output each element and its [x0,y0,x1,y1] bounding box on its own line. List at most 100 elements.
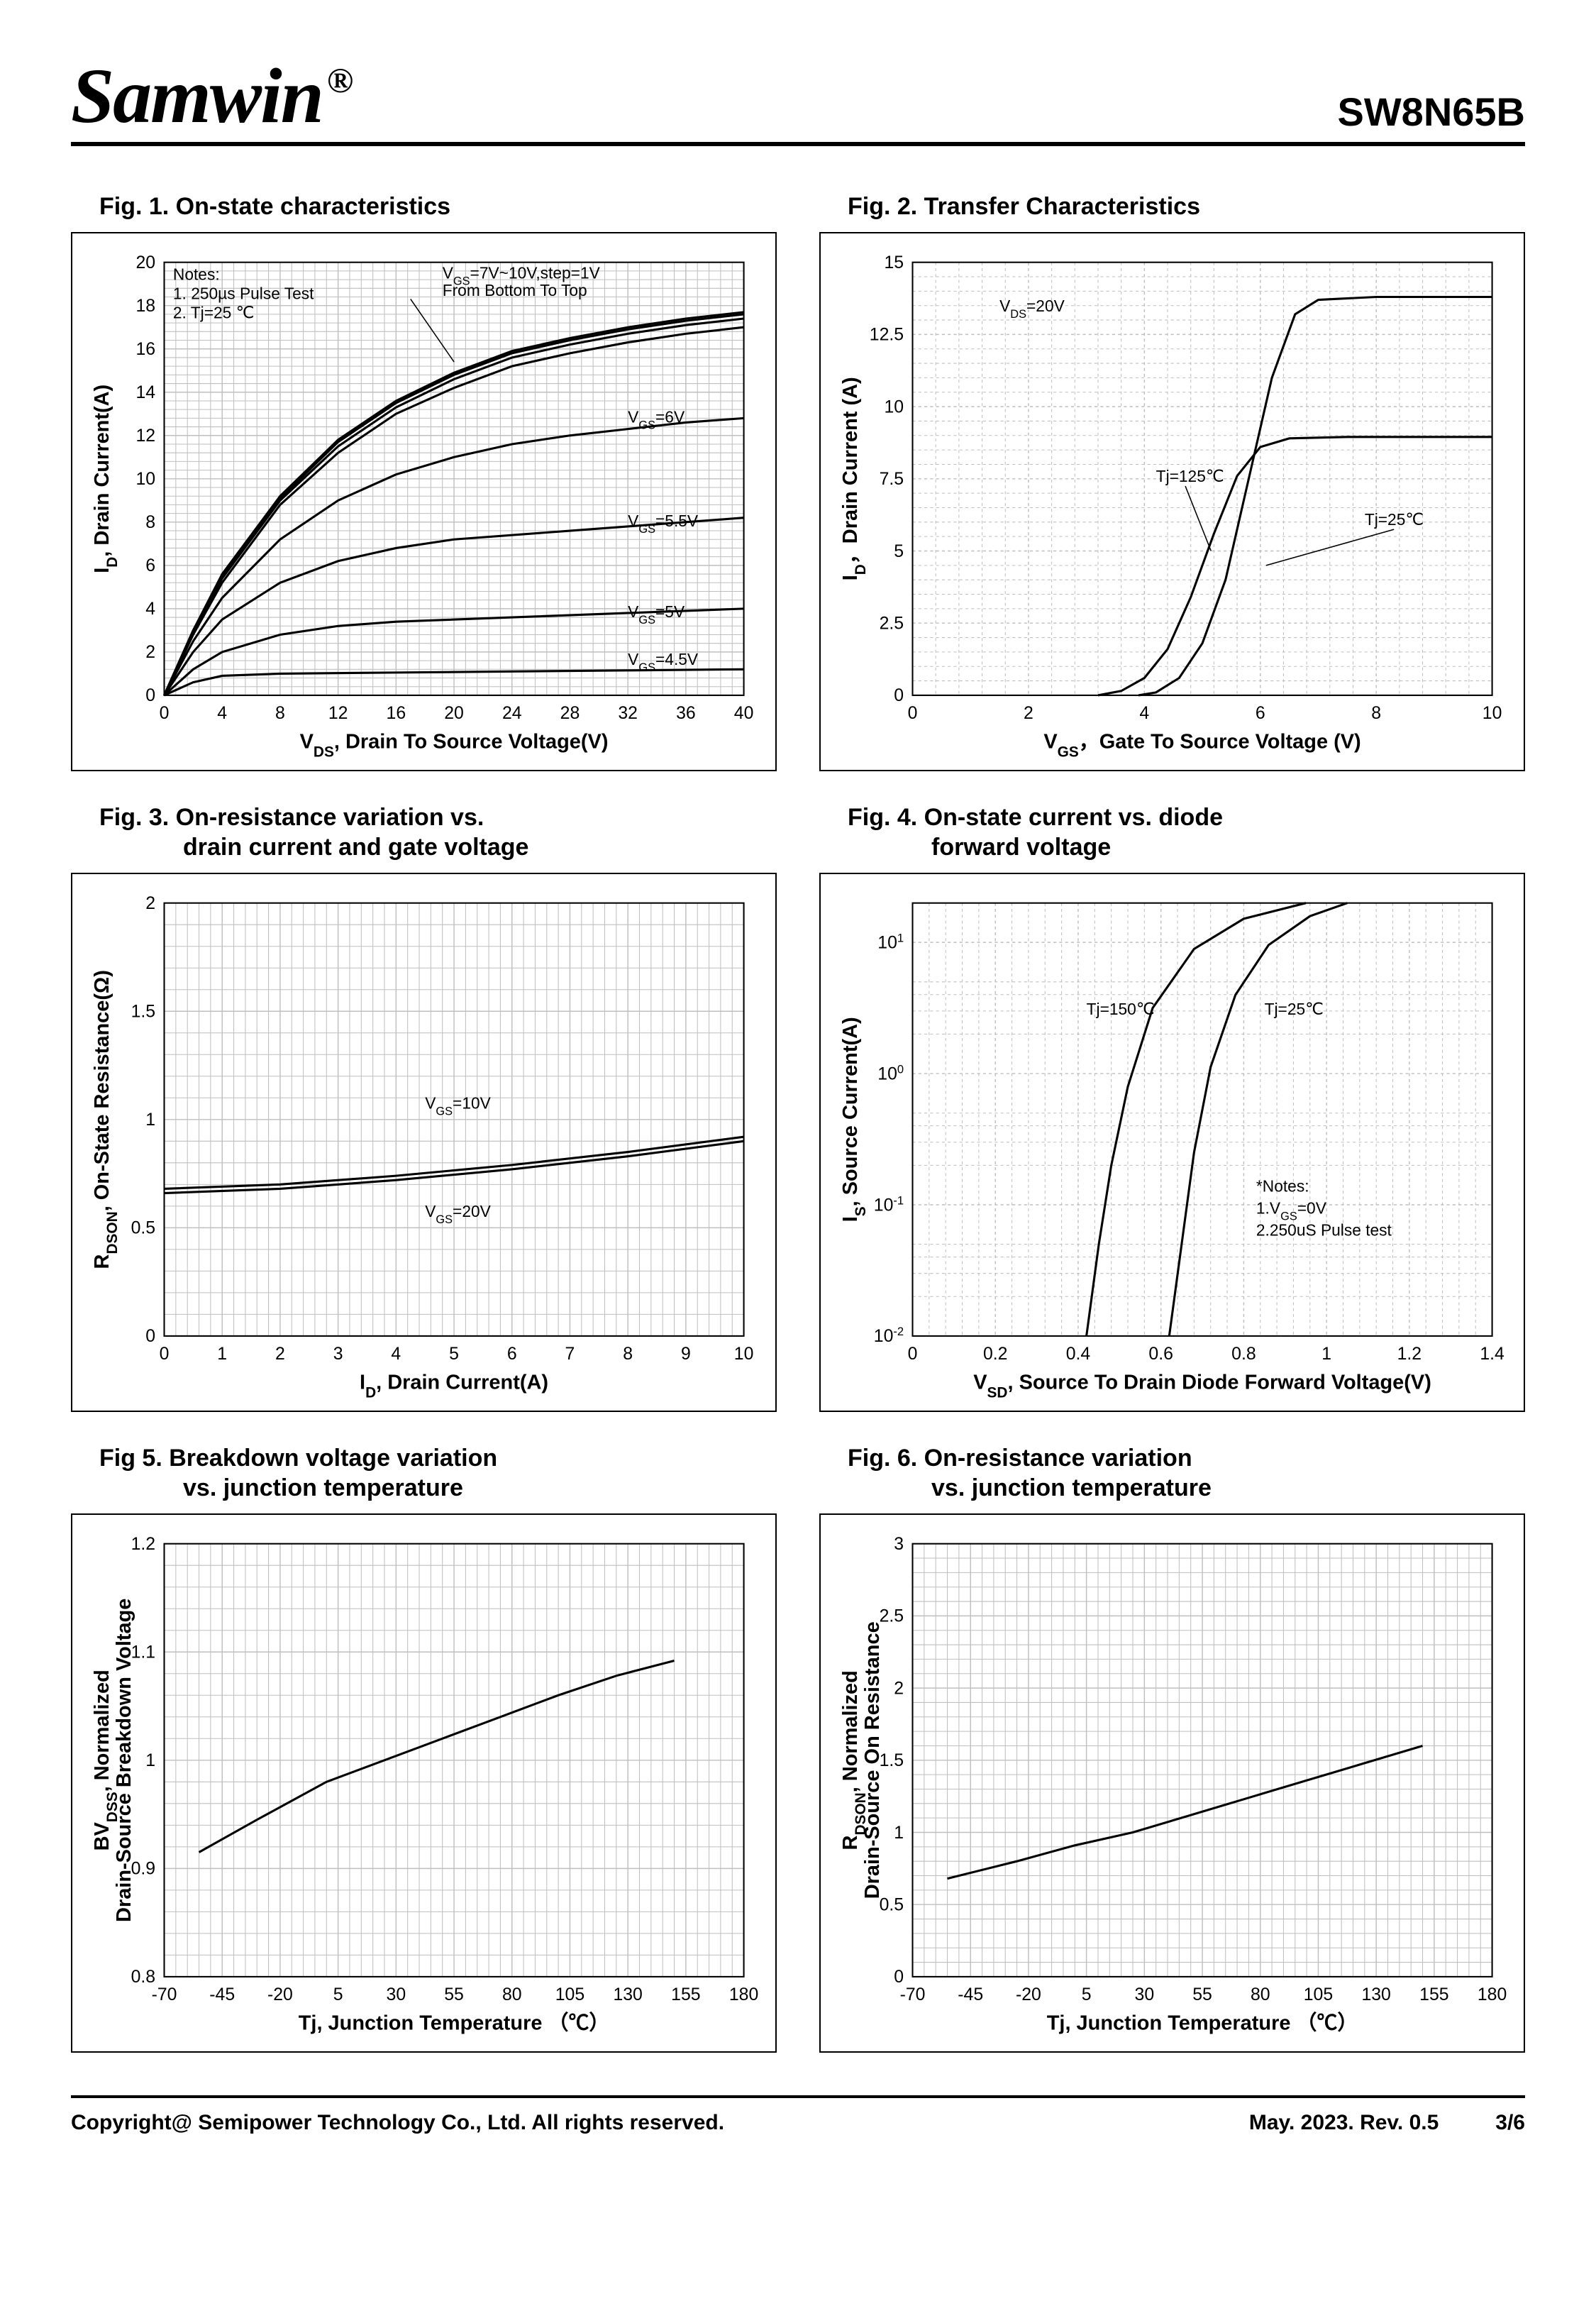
svg-text:1.2: 1.2 [1397,1345,1422,1364]
svg-text:-45: -45 [209,1985,235,2004]
fig4-frame: 10-210-110010100.20.40.60.811.21.4Tj=150… [819,873,1525,1412]
svg-text:4: 4 [391,1345,401,1364]
svg-text:1: 1 [1321,1345,1331,1364]
svg-text:155: 155 [1419,1985,1448,2004]
svg-text:8: 8 [145,513,155,532]
svg-text:8: 8 [275,704,285,723]
page-footer: Copyright@ Semipower Technology Co., Ltd… [71,2095,1525,2135]
fig6-frame: 00.511.522.53-70-45-20530558010513015518… [819,1513,1525,2053]
svg-text:155: 155 [671,1985,700,2004]
page-header: Samwin® SW8N65B [71,57,1525,146]
svg-text:-70: -70 [900,1985,926,2004]
svg-text:2.250uS Pulse test: 2.250uS Pulse test [1256,1220,1392,1239]
brand-logo: Samwin® [71,57,348,135]
svg-text:0.4: 0.4 [1066,1345,1091,1364]
svg-text:3: 3 [333,1345,343,1364]
svg-text:*Notes:: *Notes: [1256,1176,1309,1195]
svg-text:12: 12 [328,704,348,723]
svg-text:80: 80 [1251,1985,1270,2004]
page-num: 3/6 [1495,2111,1525,2135]
fig3-block: Fig. 3. On-resistance variation vs.drain… [71,785,777,1412]
svg-text:0: 0 [908,1345,918,1364]
fig5-frame: 0.80.911.11.2-70-45-20530558010513015518… [71,1513,777,2053]
svg-text:From Bottom To Top: From Bottom To Top [443,281,587,299]
svg-text:7: 7 [565,1345,575,1364]
fig2-title: Fig. 2. Transfer Characteristics [848,192,1525,222]
svg-text:0.2: 0.2 [983,1345,1008,1364]
svg-text:130: 130 [613,1985,642,2004]
copyright-text: Copyright@ Semipower Technology Co., Ltd… [71,2111,724,2135]
svg-text:28: 28 [560,704,580,723]
svg-text:15: 15 [884,253,904,272]
fig2-block: Fig. 2. Transfer Characteristics 02.557.… [819,175,1525,771]
svg-text:RDSON, On-State Resistance(Ω): RDSON, On-State Resistance(Ω) [91,970,121,1269]
svg-text:VGS=5.5V: VGS=5.5V [628,511,699,535]
svg-text:100: 100 [877,1061,904,1083]
svg-text:40: 40 [734,704,754,723]
svg-text:Notes:: Notes: [173,265,220,283]
svg-text:2: 2 [1024,704,1033,723]
svg-text:VGS=10V: VGS=10V [425,1093,491,1118]
svg-text:6: 6 [145,556,155,575]
svg-text:VGS=5V: VGS=5V [628,602,685,627]
svg-text:Tj=125℃: Tj=125℃ [1156,466,1224,485]
svg-text:1. 250µs Pulse Test: 1. 250µs Pulse Test [173,284,314,302]
svg-text:1: 1 [145,1751,155,1770]
svg-text:6: 6 [507,1345,517,1364]
fig5-title: Fig 5. Breakdown voltage variationvs. ju… [99,1443,777,1504]
svg-text:RDSON, NormalizedDrain-Source: RDSON, NormalizedDrain-Source On Resista… [839,1621,884,1899]
svg-text:12.5: 12.5 [870,325,904,344]
svg-text:2: 2 [275,1345,285,1364]
svg-text:9: 9 [681,1345,691,1364]
svg-text:Tj=150℃: Tj=150℃ [1087,999,1155,1017]
svg-text:Tj, Junction Temperature （℃）: Tj, Junction Temperature （℃） [1047,2011,1358,2034]
svg-text:0.8: 0.8 [1231,1345,1256,1364]
svg-text:4: 4 [1139,704,1149,723]
svg-text:0.8: 0.8 [131,1968,156,1987]
svg-text:Tj=25℃: Tj=25℃ [1265,999,1324,1017]
svg-text:36: 36 [676,704,696,723]
svg-text:1: 1 [894,1823,904,1842]
svg-text:105: 105 [1304,1985,1333,2004]
svg-text:55: 55 [1192,1985,1212,2004]
svg-text:24: 24 [502,704,522,723]
svg-text:1.4: 1.4 [1480,1345,1504,1364]
fig6-block: Fig. 6. On-resistance variationvs. junct… [819,1426,1525,2053]
svg-text:0: 0 [145,686,155,705]
svg-text:10: 10 [135,470,155,489]
svg-text:VDS=20V: VDS=20V [999,296,1065,320]
fig2-frame: 02.557.51012.5150246810VDS=20VTj=125℃Tj=… [819,232,1525,771]
svg-text:0: 0 [894,686,904,705]
svg-text:4: 4 [145,600,155,619]
svg-text:32: 32 [618,704,638,723]
svg-text:10: 10 [884,397,904,416]
svg-text:8: 8 [1371,704,1381,723]
svg-text:0: 0 [145,1327,155,1346]
svg-text:2: 2 [894,1679,904,1698]
svg-text:VDS, Drain To Source Voltage(V: VDS, Drain To Source Voltage(V) [300,730,609,760]
svg-text:5: 5 [449,1345,459,1364]
svg-text:180: 180 [729,1985,758,2004]
svg-text:105: 105 [555,1985,584,2004]
svg-text:1.2: 1.2 [131,1534,156,1553]
svg-text:1.VGS=0V: 1.VGS=0V [1256,1198,1327,1223]
svg-text:0.5: 0.5 [131,1218,156,1237]
svg-text:30: 30 [387,1985,406,2004]
svg-text:2: 2 [145,643,155,662]
svg-text:2. Tj=25 ℃: 2. Tj=25 ℃ [173,303,254,321]
svg-text:10-2: 10-2 [874,1324,904,1346]
svg-text:6: 6 [1256,704,1265,723]
svg-text:12: 12 [135,426,155,446]
svg-text:4: 4 [217,704,227,723]
svg-text:20: 20 [444,704,464,723]
svg-text:3: 3 [894,1534,904,1553]
fig3-frame: 00.511.52012345678910VGS=10VVGS=20VID, D… [71,873,777,1412]
svg-text:16: 16 [387,704,406,723]
fig1-title: Fig. 1. On-state characteristics [99,192,777,222]
svg-text:2.5: 2.5 [880,614,904,633]
svg-text:1.5: 1.5 [131,1002,156,1021]
svg-text:-70: -70 [152,1985,177,2004]
svg-text:ID, Drain Current(A): ID, Drain Current(A) [91,384,121,573]
svg-text:IS, Source Current(A): IS, Source Current(A) [839,1017,869,1222]
svg-text:-20: -20 [1016,1985,1041,2004]
